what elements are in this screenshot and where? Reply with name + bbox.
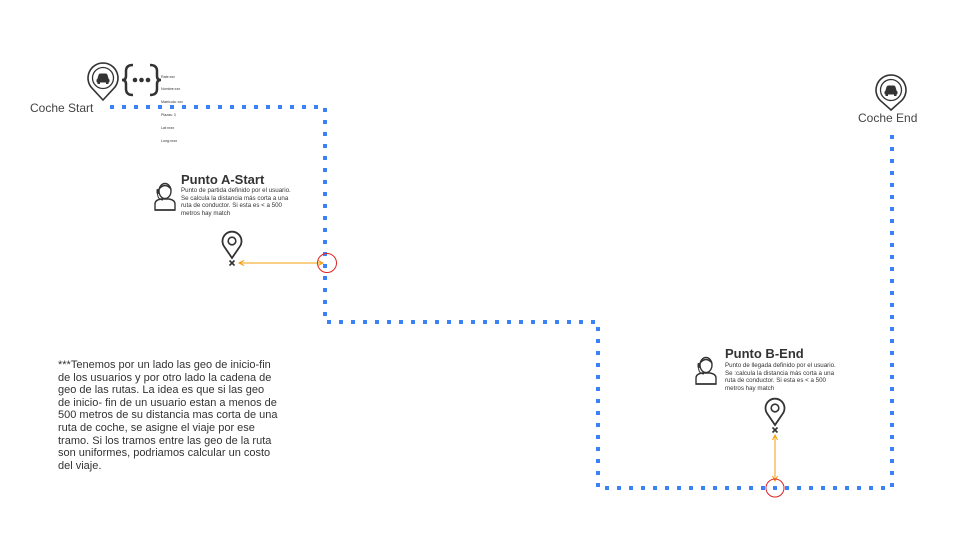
- match-circle-b: [765, 478, 785, 498]
- braces-ellipsis-icon: [121, 63, 162, 97]
- location-pin-a-icon: [221, 230, 243, 267]
- car-metadata: Rate:xxx Nombre:xxx Matricula: xxx Plaza…: [161, 66, 183, 148]
- punto-b-title: Punto B-End: [725, 346, 804, 361]
- location-pin-b-icon: [764, 397, 786, 434]
- car-start-pin-icon: [87, 62, 119, 102]
- connector-b: [772, 433, 778, 483]
- connector-a: [237, 260, 325, 266]
- punto-b-description: Punto de llegada definido por el usuario…: [725, 362, 836, 392]
- meta-line: Long:xxxx: [161, 139, 178, 144]
- meta-line: Lat:xxxx: [161, 126, 175, 131]
- user-b-avatar-icon: [695, 356, 717, 385]
- user-a-avatar-icon: [154, 182, 176, 211]
- car-end-pin-icon: [875, 74, 907, 112]
- meta-line: Matricula: xxx: [161, 100, 183, 105]
- punto-a-title: Punto A-Start: [181, 172, 265, 187]
- explanation-note: ***Tenemos por un lado las geo de inicio…: [58, 359, 278, 472]
- coche-start-label: Coche Start: [30, 101, 94, 115]
- coche-end-label: Coche End: [858, 111, 918, 125]
- meta-line: Plazas: 3: [161, 113, 176, 118]
- meta-line: Nombre:xxx: [161, 87, 181, 92]
- punto-a-description: Punto de partida definido por el usuario…: [181, 187, 291, 217]
- meta-line: Rate:xxx: [161, 74, 175, 79]
- match-circle-a: [317, 253, 337, 273]
